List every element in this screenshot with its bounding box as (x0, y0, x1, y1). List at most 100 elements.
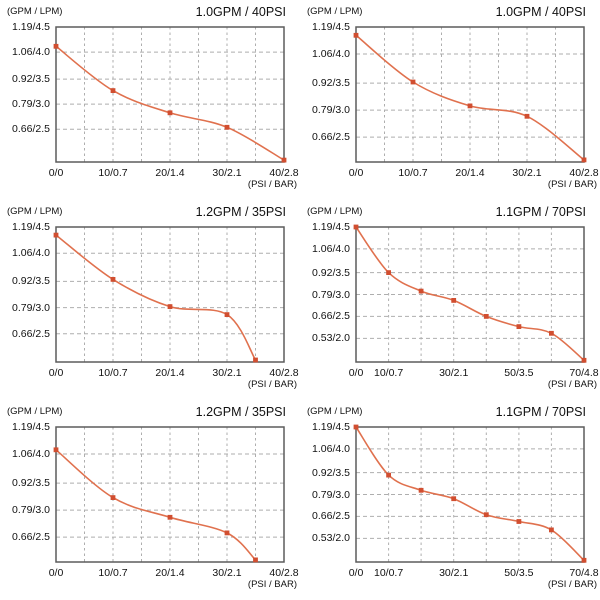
x-tick-label: 0/0 (48, 567, 64, 579)
data-point-marker (386, 270, 391, 275)
y-tick-label: 1.19/4.5 (12, 421, 50, 433)
data-point-marker (110, 495, 116, 500)
chart-cell-flow-curve-2: (GPM / LPM) 1.0GPM / 40PSI (PSI / BAR) 1… (300, 0, 600, 200)
x-tick-label: 30/2.1 (439, 567, 469, 579)
chart-title: 1.0GPM / 40PSI (195, 5, 286, 19)
data-point-marker (167, 514, 173, 520)
x-axis-unit-label: (PSI / BAR) (547, 179, 597, 190)
chart-title: 1.0GPM / 40PSI (495, 5, 586, 19)
x-tick-label: 10/0.7 (98, 167, 128, 179)
data-point-marker (281, 157, 287, 163)
chart-title: 1.2GPM / 35PSI (195, 405, 286, 419)
y-tick-label: 0.92/3.5 (312, 466, 350, 479)
plot-area (53, 426, 285, 563)
y-tick-label: 0.79/3.0 (12, 301, 50, 314)
chart-title: 1.2GPM / 35PSI (195, 205, 286, 219)
y-tick-label: 0.53/2.0 (312, 532, 350, 545)
data-point-marker (483, 314, 489, 319)
y-tick-label: 0.79/3.0 (312, 488, 350, 501)
x-axis-unit-label: (PSI / BAR) (547, 579, 597, 590)
data-point-marker (53, 447, 59, 453)
y-tick-label: 0.66/2.5 (312, 310, 350, 323)
x-axis-unit-label: (PSI / BAR) (547, 379, 597, 390)
y-tick-label: 1.06/4.0 (12, 448, 50, 460)
chart-cell-flow-curve-6: (GPM / LPM) 1.1GPM / 70PSI (PSI / BAR) 1… (300, 400, 600, 600)
x-tick-label: 30/2.1 (439, 367, 469, 379)
y-tick-label: 1.06/4.0 (312, 48, 350, 60)
y-tick-label: 1.19/4.5 (12, 21, 50, 33)
y-tick-label: 0.92/3.5 (12, 477, 50, 490)
data-point-marker (549, 330, 554, 336)
y-tick-label: 0.66/2.5 (312, 510, 350, 523)
y-axis-unit-label: (GPM / LPM) (307, 6, 363, 17)
data-point-marker (53, 43, 59, 49)
x-tick-label: 0/0 (348, 167, 364, 179)
chart-title: 1.1GPM / 70PSI (495, 205, 586, 219)
x-tick-label: 0/0 (48, 367, 64, 379)
y-tick-label: 0.66/2.5 (12, 531, 50, 544)
chart-cell-flow-curve-4: (GPM / LPM) 1.1GPM / 70PSI (PSI / BAR) 1… (300, 200, 600, 400)
x-tick-label: 10/0.7 (98, 367, 128, 379)
y-axis-unit-label: (GPM / LPM) (307, 206, 363, 217)
y-tick-label: 0.92/3.5 (312, 266, 350, 279)
x-tick-label: 10/0.7 (373, 367, 404, 379)
y-tick-label: 0.92/3.5 (12, 73, 50, 86)
x-tick-label: 40/2.8 (269, 167, 299, 179)
y-axis-unit-label: (GPM / LPM) (307, 406, 363, 417)
x-tick-label: 0/0 (348, 567, 364, 579)
data-point-marker (224, 312, 230, 317)
flow-curve (355, 226, 585, 361)
y-tick-label: 1.19/4.5 (312, 221, 350, 233)
data-point-marker (451, 496, 457, 502)
data-point-marker (581, 157, 587, 163)
x-tick-label: 0/0 (48, 167, 64, 179)
chart-title: 1.1GPM / 70PSI (495, 405, 586, 419)
data-point-marker (467, 103, 473, 109)
y-tick-label: 1.06/4.0 (312, 442, 350, 455)
x-tick-label: 20/1.4 (155, 367, 185, 379)
plot-frame (55, 26, 285, 163)
y-tick-label: 1.06/4.0 (312, 242, 350, 255)
y-tick-label: 0.79/3.0 (312, 104, 350, 117)
data-point-marker (353, 224, 359, 230)
plot-frame (355, 26, 585, 163)
y-axis-unit-label: (GPM / LPM) (7, 206, 63, 217)
y-tick-label: 0.53/2.0 (312, 332, 350, 345)
data-point-marker (581, 357, 587, 363)
y-tick-label: 0.79/3.0 (12, 98, 50, 111)
plot-area (353, 424, 587, 563)
chart-cell-flow-curve-5: (GPM / LPM) 1.2GPM / 35PSI (PSI / BAR) 1… (0, 400, 300, 600)
y-tick-label: 0.92/3.5 (12, 275, 50, 288)
x-tick-label: 40/2.8 (269, 367, 299, 379)
x-tick-label: 30/2.1 (512, 167, 542, 179)
data-point-marker (524, 113, 530, 119)
x-tick-label: 40/2.8 (269, 567, 299, 579)
plot-area (353, 26, 587, 163)
x-tick-label: 10/0.7 (373, 567, 404, 579)
plot-area (353, 224, 587, 363)
plot-frame (55, 226, 285, 363)
data-point-marker (353, 32, 359, 38)
x-tick-label: 30/2.1 (212, 567, 242, 579)
y-tick-label: 1.06/4.0 (12, 247, 50, 260)
data-point-marker (224, 124, 230, 130)
x-tick-label: 20/1.4 (155, 567, 185, 579)
data-point-marker (451, 298, 457, 303)
x-tick-label: 20/1.4 (455, 167, 485, 179)
y-tick-label: 1.19/4.5 (312, 21, 350, 33)
data-point-marker (483, 512, 489, 518)
y-tick-label: 1.19/4.5 (312, 421, 350, 433)
x-tick-label: 30/2.1 (212, 167, 242, 179)
y-tick-label: 0.66/2.5 (12, 123, 50, 136)
plot-area (53, 226, 285, 363)
data-point-marker (418, 288, 424, 294)
y-tick-label: 1.19/4.5 (12, 221, 50, 233)
x-tick-label: 10/0.7 (98, 567, 128, 579)
x-axis-unit-label: (PSI / BAR) (247, 179, 297, 190)
x-tick-label: 70/4.8 (569, 567, 599, 579)
y-tick-label: 0.66/2.5 (312, 131, 350, 144)
data-point-marker (353, 424, 359, 430)
data-point-marker (516, 324, 522, 329)
x-tick-label: 10/0.7 (398, 167, 428, 179)
